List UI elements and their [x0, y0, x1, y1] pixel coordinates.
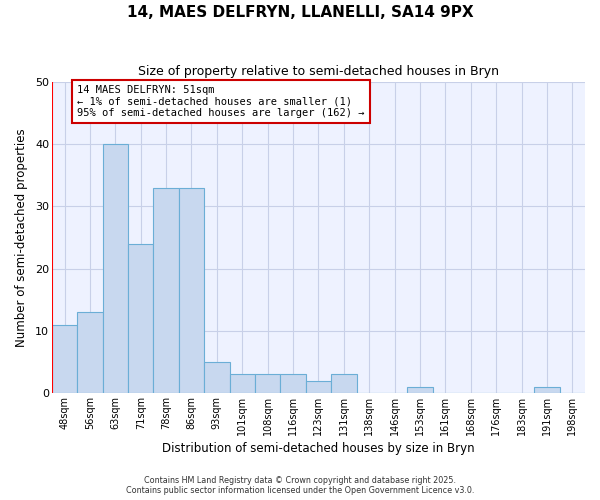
- Bar: [534, 387, 560, 393]
- Text: 14, MAES DELFRYN, LLANELLI, SA14 9PX: 14, MAES DELFRYN, LLANELLI, SA14 9PX: [127, 5, 473, 20]
- Bar: [331, 374, 356, 393]
- Bar: [179, 188, 204, 393]
- X-axis label: Distribution of semi-detached houses by size in Bryn: Distribution of semi-detached houses by …: [162, 442, 475, 455]
- Bar: [77, 312, 103, 393]
- Bar: [255, 374, 280, 393]
- Text: Contains HM Land Registry data © Crown copyright and database right 2025.
Contai: Contains HM Land Registry data © Crown c…: [126, 476, 474, 495]
- Bar: [128, 244, 154, 393]
- Bar: [306, 380, 331, 393]
- Bar: [52, 324, 77, 393]
- Bar: [230, 374, 255, 393]
- Bar: [154, 188, 179, 393]
- Y-axis label: Number of semi-detached properties: Number of semi-detached properties: [15, 128, 28, 347]
- Text: 14 MAES DELFRYN: 51sqm
← 1% of semi-detached houses are smaller (1)
95% of semi-: 14 MAES DELFRYN: 51sqm ← 1% of semi-deta…: [77, 85, 365, 118]
- Bar: [103, 144, 128, 393]
- Bar: [280, 374, 306, 393]
- Bar: [204, 362, 230, 393]
- Bar: [407, 387, 433, 393]
- Title: Size of property relative to semi-detached houses in Bryn: Size of property relative to semi-detach…: [138, 65, 499, 78]
